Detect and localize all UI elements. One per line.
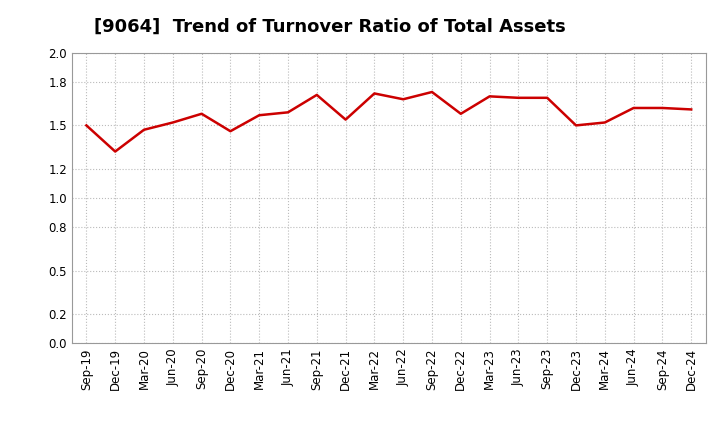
Text: [9064]  Trend of Turnover Ratio of Total Assets: [9064] Trend of Turnover Ratio of Total …	[94, 18, 565, 36]
